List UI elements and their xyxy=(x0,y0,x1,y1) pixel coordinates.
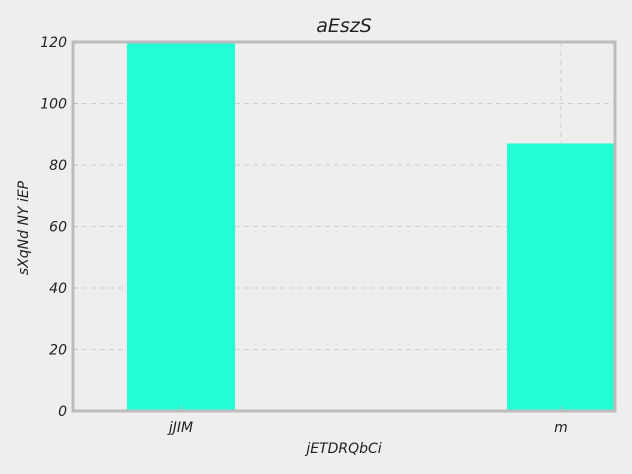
y-tick-label: 120 xyxy=(40,35,67,51)
bars xyxy=(127,42,615,411)
bar xyxy=(507,143,615,411)
y-tick-label: 80 xyxy=(49,158,67,174)
y-tick-label: 60 xyxy=(49,220,67,236)
x-axis-label: jETDRQbCi xyxy=(304,441,381,457)
chart-title: aEszS xyxy=(316,15,372,37)
x-tick-label: m xyxy=(554,420,568,436)
y-tick-label: 0 xyxy=(58,404,67,420)
y-tick-label: 100 xyxy=(40,97,67,113)
y-tick-label: 40 xyxy=(49,281,67,297)
y-tick-label: 20 xyxy=(49,343,67,359)
x-axis-ticks: jJIM m xyxy=(167,406,568,436)
bar xyxy=(127,42,235,411)
y-axis-label: sXqNd NY iEP xyxy=(16,180,32,275)
x-tick-label: jJIM xyxy=(167,420,193,436)
y-axis-ticks: 0 20 40 60 80 100 120 xyxy=(40,35,78,420)
